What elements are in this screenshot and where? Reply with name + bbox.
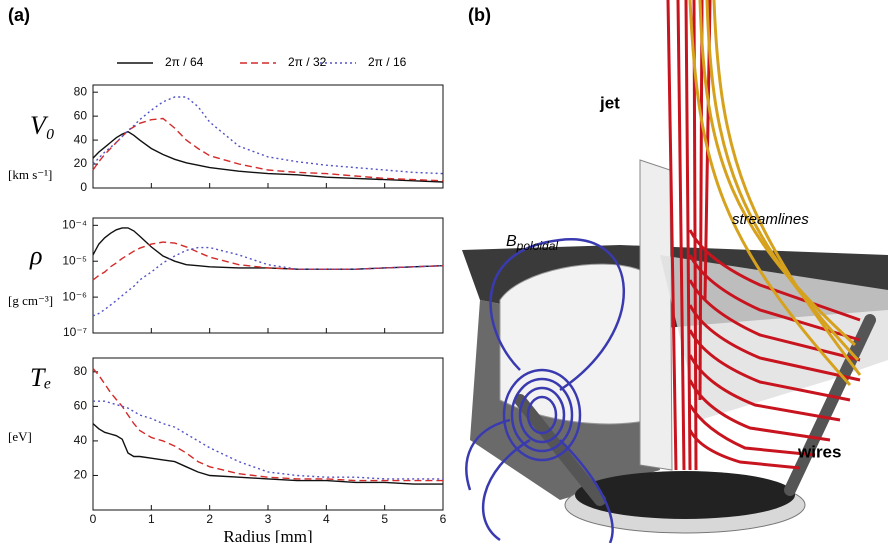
y-tick-label: 10⁻⁴ bbox=[62, 217, 87, 231]
series-line bbox=[92, 117, 444, 182]
annotation: streamlines bbox=[732, 211, 809, 228]
series-line bbox=[92, 423, 443, 485]
annotation: jet bbox=[599, 93, 620, 112]
base-top bbox=[575, 471, 795, 519]
y-tick-label: 80 bbox=[74, 364, 88, 378]
y-tick-label: 40 bbox=[74, 132, 88, 146]
y-axis-unit: [km s⁻¹] bbox=[8, 167, 52, 182]
legend-label: 2π / 64 bbox=[165, 55, 204, 69]
x-tick-label: 1 bbox=[148, 512, 155, 526]
series-line bbox=[92, 241, 444, 281]
y-tick-label: 10⁻⁷ bbox=[63, 325, 87, 339]
jet-column bbox=[639, 159, 673, 471]
panel-label: (b) bbox=[468, 5, 491, 25]
wire bbox=[784, 314, 876, 496]
y-tick-label: 0 bbox=[80, 180, 87, 194]
y-axis-symbol: ρ bbox=[29, 241, 42, 270]
legend-label: 2π / 32 bbox=[288, 55, 327, 69]
series-line bbox=[92, 367, 443, 482]
annotation: wires bbox=[797, 442, 841, 461]
x-tick-label: 4 bbox=[323, 512, 330, 526]
annotation-subscript: poloidal bbox=[516, 239, 559, 253]
streamline-group bbox=[688, 0, 862, 387]
y-tick-label: 60 bbox=[74, 399, 88, 413]
y-tick-label: 60 bbox=[74, 108, 88, 122]
series-line bbox=[92, 130, 444, 183]
series-line bbox=[92, 96, 444, 175]
x-tick-label: 3 bbox=[265, 512, 272, 526]
panel-label: (a) bbox=[8, 5, 30, 25]
x-tick-label: 2 bbox=[206, 512, 213, 526]
y-axis-unit: [eV] bbox=[8, 429, 32, 444]
plot-frame bbox=[92, 357, 444, 511]
x-tick-label: 5 bbox=[381, 512, 388, 526]
series-line bbox=[92, 227, 444, 270]
y-axis-symbol: V₀ bbox=[30, 111, 55, 140]
x-tick-label: 6 bbox=[440, 512, 447, 526]
legend-label: 2π / 16 bbox=[368, 55, 407, 69]
illustration: jet Bpoloidal streamlines wires bbox=[462, 0, 888, 544]
field-line-group bbox=[465, 238, 625, 544]
streamline-group bbox=[666, 0, 861, 471]
x-tick-label: 0 bbox=[90, 512, 97, 526]
y-axis-symbol: Tₑ bbox=[30, 363, 51, 392]
y-axis-unit: [g cm⁻³] bbox=[8, 293, 53, 308]
y-tick-label: 10⁻⁵ bbox=[62, 253, 87, 267]
wire bbox=[514, 394, 606, 506]
plot-frame bbox=[92, 84, 444, 189]
y-tick-label: 80 bbox=[74, 84, 88, 98]
y-tick-label: 20 bbox=[74, 156, 88, 170]
annotation: Bpoloidal bbox=[506, 233, 558, 253]
y-tick-label: 20 bbox=[74, 468, 88, 482]
y-tick-label: 10⁻⁶ bbox=[62, 289, 87, 303]
annotation-symbol: B bbox=[506, 233, 517, 250]
y-tick-label: 40 bbox=[74, 433, 88, 447]
series-line bbox=[92, 246, 444, 317]
series-line bbox=[93, 400, 443, 480]
x-axis-label: Radius [mm] bbox=[223, 527, 312, 543]
